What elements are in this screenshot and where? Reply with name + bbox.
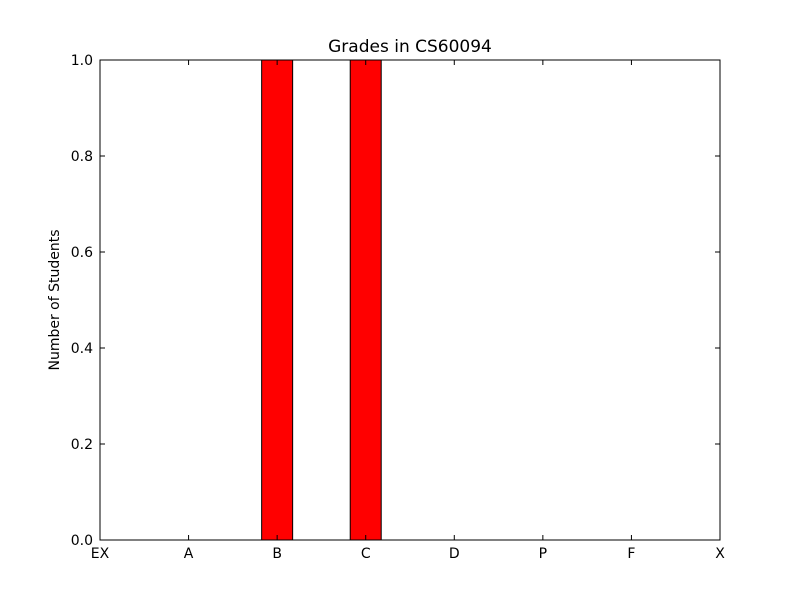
y-tick-label: 0.4 xyxy=(71,341,93,357)
bar-b xyxy=(261,59,294,541)
x-tick-label-b: B xyxy=(272,546,282,562)
x-tick-label-p: P xyxy=(539,546,547,562)
x-tick-label-ex: EX xyxy=(91,546,110,562)
plot-frame xyxy=(99,59,721,541)
x-tick-label-a: A xyxy=(184,546,194,562)
x-tick-label-c: C xyxy=(361,546,371,562)
x-tick-label-d: D xyxy=(449,546,460,562)
y-ticks-group: 0.0 0.2 0.4 0.6 0.8 1.0 xyxy=(71,53,720,549)
bar-c xyxy=(349,59,382,541)
y-tick-label: 0.6 xyxy=(71,245,93,261)
y-tick-label: 0.0 xyxy=(71,533,93,549)
y-axis-label: Number of Students xyxy=(47,229,63,370)
x-tick-label-f: F xyxy=(627,546,635,562)
bars-group xyxy=(261,59,382,541)
y-tick-label: 1.0 xyxy=(71,53,93,69)
chart-title: Grades in CS60094 xyxy=(328,37,492,57)
y-tick-label: 0.2 xyxy=(71,437,93,453)
y-tick-label: 0.8 xyxy=(71,149,93,165)
x-tick-label-x: X xyxy=(715,546,725,562)
x-ticks-group: EX A B C D P F X xyxy=(91,60,725,562)
